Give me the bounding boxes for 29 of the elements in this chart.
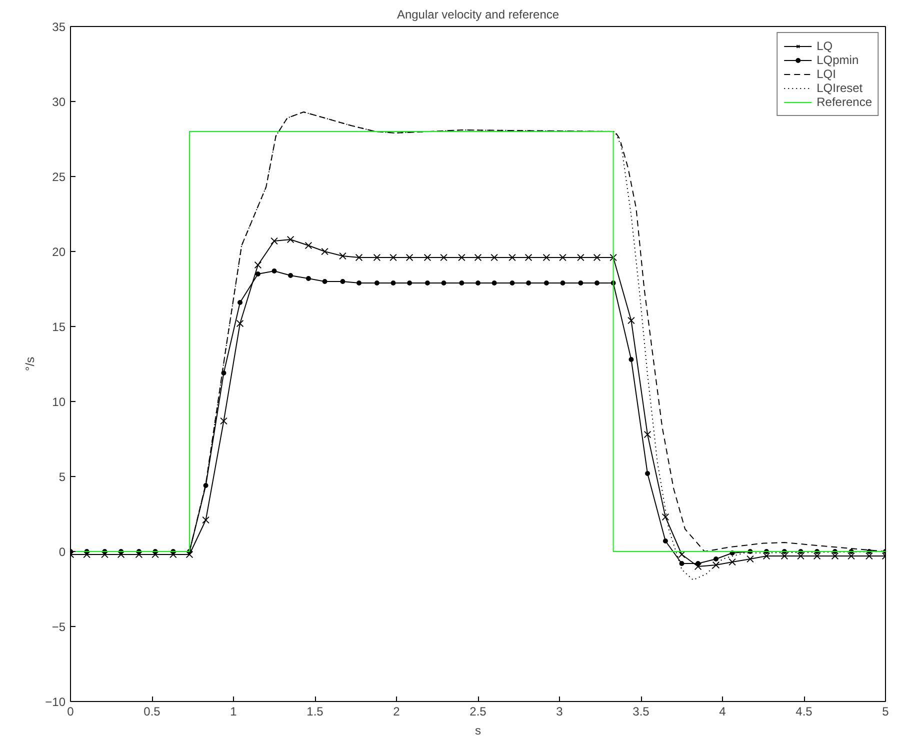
x-tick-label: 3 (556, 704, 564, 718)
x-tick-label: 2 (393, 704, 400, 718)
x-tick-label: 1.5 (306, 704, 324, 718)
legend-label: LQ (816, 39, 834, 53)
x-axis-title: s (475, 724, 481, 738)
y-tick-label: 25 (52, 170, 66, 184)
y-tick-label: 35 (52, 20, 66, 34)
legend-label: LQIreset (816, 81, 863, 95)
y-tick-label: 20 (52, 245, 66, 259)
legend-label: Reference (816, 95, 872, 109)
y-axis-title: °/s (23, 356, 38, 372)
x-tick-label: 1 (230, 704, 238, 718)
y-tick-label: −10 (45, 695, 66, 709)
x-tick-label: 4 (719, 704, 726, 718)
x-tick-label: 4.5 (796, 704, 813, 718)
x-tick-label: 0 (67, 704, 74, 718)
y-tick-label: −5 (52, 620, 66, 634)
legend-label: LQpmin (816, 53, 859, 67)
x-tick-label: 5 (882, 704, 890, 718)
x-tick-label: 3.5 (632, 704, 650, 718)
x-tick-label: 2.5 (470, 704, 487, 718)
y-tick-label: 30 (52, 95, 66, 109)
y-tick-label: 0 (58, 545, 66, 559)
x-tick-label: 0.5 (144, 704, 161, 718)
y-tick-label: 10 (52, 395, 66, 409)
y-tick-label: 15 (52, 320, 66, 334)
chart-title: Angular velocity and reference (396, 8, 560, 22)
y-tick-label: 5 (58, 470, 66, 484)
legend-label: LQI (816, 67, 837, 81)
